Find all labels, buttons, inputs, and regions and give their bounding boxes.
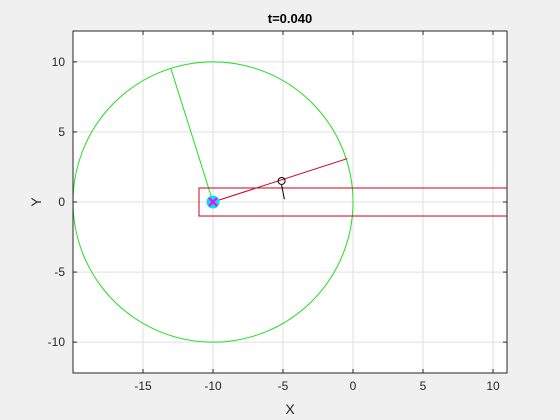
chart-title: t=0.040	[268, 11, 312, 26]
x-axis-label: X	[285, 401, 295, 417]
x-tick-label: -15	[134, 379, 152, 393]
green-radius-line	[170, 68, 214, 203]
y-tick-label: 0	[58, 195, 65, 209]
x-tick-label: 10	[486, 379, 500, 393]
green-circle	[73, 61, 354, 343]
red-line	[212, 158, 348, 203]
y-axis-label: Y	[28, 197, 44, 207]
probe-marker	[277, 176, 286, 185]
center-marker-cross	[208, 197, 218, 207]
y-tick-label: -10	[48, 335, 66, 349]
y-tick-label: 5	[58, 125, 65, 139]
x-tick-labels: -15 -10 -5 0 5 10	[134, 379, 500, 393]
red-rectangle	[198, 187, 507, 217]
grid	[73, 31, 507, 373]
y-tick-label: 10	[52, 55, 66, 69]
y-tick-label: -5	[54, 265, 65, 279]
x-tick-label: -10	[204, 379, 222, 393]
x-tick-label: -5	[278, 379, 289, 393]
plot-marks	[73, 61, 507, 343]
x-tick-label: 0	[350, 379, 357, 393]
tick-marks	[73, 31, 507, 373]
probe-tail	[281, 185, 285, 200]
x-tick-label: 5	[420, 379, 427, 393]
y-tick-labels: -10 -5 0 5 10	[48, 55, 66, 349]
